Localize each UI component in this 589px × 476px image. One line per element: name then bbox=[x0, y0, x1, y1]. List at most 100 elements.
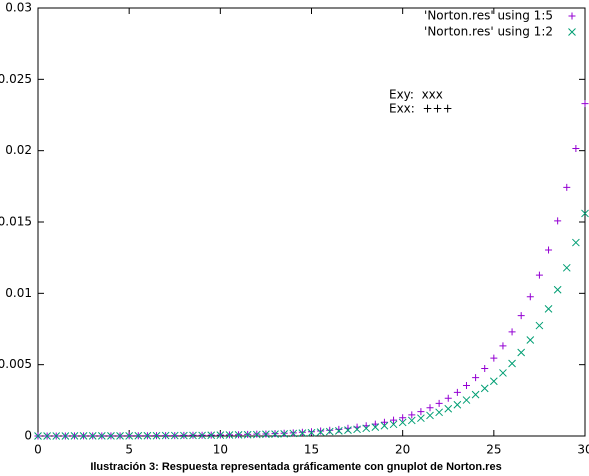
point bbox=[407, 416, 416, 425]
y-tick-label: 0.03 bbox=[5, 1, 32, 15]
point bbox=[307, 428, 316, 437]
point bbox=[435, 408, 443, 417]
point bbox=[508, 328, 516, 336]
y-tick-label: 0.015 bbox=[0, 215, 32, 229]
point bbox=[79, 432, 88, 440]
point bbox=[88, 432, 97, 440]
point bbox=[562, 263, 571, 272]
point bbox=[563, 183, 571, 191]
point bbox=[481, 365, 489, 373]
x-tick-label: 15 bbox=[304, 443, 319, 457]
point bbox=[390, 416, 398, 424]
point bbox=[472, 374, 480, 382]
point bbox=[462, 396, 471, 404]
point bbox=[107, 432, 115, 440]
point bbox=[97, 432, 106, 440]
point bbox=[216, 431, 225, 439]
point bbox=[34, 432, 42, 440]
point bbox=[317, 427, 325, 435]
point bbox=[125, 432, 134, 440]
point bbox=[444, 404, 453, 413]
point bbox=[326, 426, 334, 434]
point bbox=[371, 423, 380, 432]
point bbox=[453, 400, 462, 409]
point bbox=[517, 348, 526, 357]
point bbox=[189, 431, 197, 440]
point bbox=[581, 100, 589, 108]
point bbox=[325, 427, 334, 436]
point bbox=[526, 293, 534, 301]
point bbox=[52, 432, 61, 440]
x-tick-label: 10 bbox=[213, 443, 228, 457]
point bbox=[480, 384, 489, 393]
point bbox=[408, 411, 416, 419]
point bbox=[271, 430, 279, 438]
y-tick-label: 0.02 bbox=[5, 143, 32, 157]
point bbox=[399, 414, 407, 422]
x-tick-label: 0 bbox=[34, 443, 42, 457]
point bbox=[134, 431, 143, 440]
x-tick-label: 20 bbox=[395, 443, 410, 457]
point bbox=[426, 404, 434, 412]
legend-label: 'Norton.res' using 1:2 bbox=[424, 25, 553, 39]
point bbox=[581, 209, 589, 218]
point bbox=[262, 430, 270, 439]
point bbox=[417, 414, 425, 423]
y-tick-label: 0.005 bbox=[0, 357, 32, 371]
point bbox=[545, 246, 553, 254]
point bbox=[462, 381, 470, 389]
plot-frame bbox=[37, 7, 586, 437]
point bbox=[544, 305, 553, 313]
point bbox=[252, 430, 261, 439]
point bbox=[308, 428, 315, 436]
point bbox=[526, 336, 535, 344]
point bbox=[161, 431, 170, 440]
point bbox=[61, 432, 70, 440]
point bbox=[316, 428, 325, 437]
legend-marker bbox=[568, 12, 576, 20]
point bbox=[344, 426, 352, 435]
point bbox=[572, 145, 580, 153]
point bbox=[489, 377, 498, 386]
y-tick-label: 0 bbox=[24, 429, 32, 443]
point bbox=[554, 217, 562, 225]
caption: Ilustración 3: Respuesta representada gr… bbox=[90, 461, 501, 473]
point bbox=[207, 431, 216, 440]
annotation: Exy: xxx bbox=[389, 88, 443, 102]
point bbox=[280, 430, 289, 438]
x-tick-label: 30 bbox=[577, 443, 589, 457]
point bbox=[444, 394, 452, 402]
point bbox=[353, 425, 361, 434]
point bbox=[398, 418, 407, 427]
point bbox=[453, 388, 461, 396]
x-tick-label: 5 bbox=[125, 443, 133, 457]
point bbox=[180, 431, 188, 440]
y-tick-label: 0.025 bbox=[0, 72, 32, 86]
point bbox=[170, 431, 179, 440]
point bbox=[417, 408, 425, 416]
point bbox=[435, 399, 443, 407]
point bbox=[243, 430, 252, 439]
point bbox=[535, 271, 543, 279]
point bbox=[572, 238, 580, 247]
point bbox=[490, 354, 498, 362]
point bbox=[508, 359, 516, 368]
point bbox=[334, 427, 343, 435]
point bbox=[499, 342, 507, 350]
point bbox=[152, 431, 161, 440]
legend-label: 'Norton.res' using 1:5 bbox=[424, 9, 553, 23]
legend-marker bbox=[568, 28, 576, 36]
point bbox=[143, 431, 152, 440]
point bbox=[471, 390, 480, 399]
point bbox=[499, 369, 507, 377]
point bbox=[380, 418, 388, 426]
point bbox=[198, 431, 206, 440]
point bbox=[298, 429, 307, 438]
point bbox=[426, 411, 434, 420]
point bbox=[553, 285, 562, 294]
point bbox=[362, 424, 371, 433]
point bbox=[298, 428, 306, 436]
point bbox=[389, 420, 398, 429]
point bbox=[289, 429, 298, 438]
